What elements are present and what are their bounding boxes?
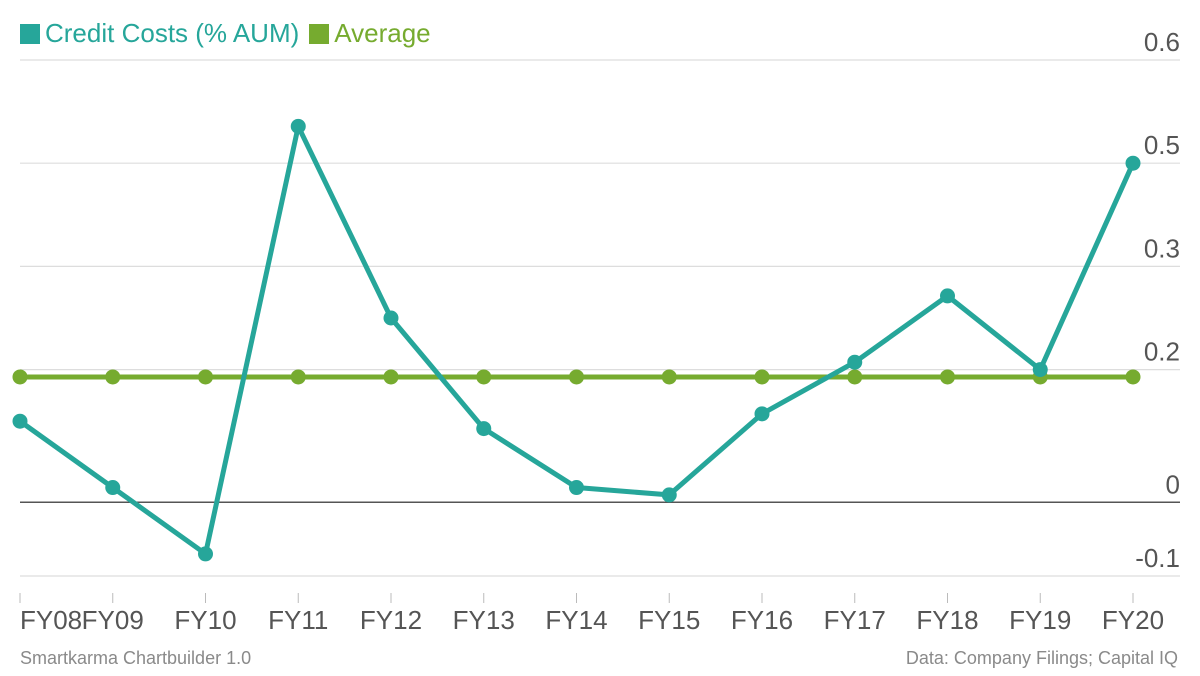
y-tick-label: 0.5: [1144, 130, 1180, 160]
data-point-credit-costs: [661, 487, 677, 503]
chart-credit: Smartkarma Chartbuilder 1.0: [20, 648, 252, 668]
data-point-credit-costs: [754, 406, 770, 422]
legend-item-credit-costs: Credit Costs (% AUM): [20, 18, 299, 49]
y-tick-label: 0.6: [1144, 27, 1180, 57]
series-average: [12, 369, 1141, 385]
data-source: Data: Company Filings; Capital IQ: [905, 648, 1178, 668]
gridlines: [20, 59, 1180, 577]
x-tick-label: FY11: [268, 605, 328, 635]
data-point-credit-costs: [198, 546, 213, 562]
data-point-average: [847, 369, 863, 385]
data-point-average: [12, 369, 28, 385]
data-point-credit-costs: [105, 480, 121, 496]
data-point-average: [754, 369, 770, 385]
data-point-average: [569, 369, 584, 385]
series-credit-costs: [12, 118, 1141, 562]
y-tick-label: 0: [1166, 469, 1180, 499]
legend: Credit Costs (% AUM) Average: [20, 18, 431, 49]
data-point-average: [290, 369, 306, 385]
x-tick-label: FY18: [916, 605, 978, 635]
x-tick-label: FY14: [545, 605, 607, 635]
x-tick-label: FY09: [82, 605, 144, 635]
x-tick-label: FY16: [731, 605, 793, 635]
data-point-credit-costs: [1125, 155, 1141, 171]
x-tick-label: FY19: [1009, 605, 1071, 635]
data-point-credit-costs: [476, 421, 492, 437]
data-point-average: [383, 369, 399, 385]
series-layer: [12, 118, 1141, 562]
legend-label-credit-costs: Credit Costs (% AUM): [45, 18, 300, 48]
legend-swatch-average: [309, 23, 330, 44]
data-point-average: [198, 369, 213, 385]
data-point-credit-costs: [569, 480, 584, 496]
y-tick-label: -0.1: [1135, 543, 1180, 573]
y-axis: 0.6 0.5 0.3 0.2 0 -0.1: [1135, 27, 1180, 573]
x-tick-label: FY12: [360, 605, 422, 635]
y-tick-label: 0.2: [1144, 337, 1180, 367]
data-point-credit-costs: [383, 310, 399, 326]
x-axis: FY08 FY09 FY10 FY11 FY12 FY13 FY14 FY15 FY16 FY17…: [19, 593, 1164, 635]
data-point-average: [1125, 369, 1141, 385]
data-point-average: [476, 369, 492, 385]
x-tick-label: FY15: [638, 605, 700, 635]
legend-label-average: Average: [334, 18, 431, 48]
data-point-credit-costs: [940, 288, 955, 304]
data-point-credit-costs: [290, 118, 306, 134]
y-tick-label: 0.3: [1144, 233, 1180, 263]
legend-item-average: Average: [309, 18, 431, 49]
data-point-average: [940, 369, 955, 385]
data-point-credit-costs: [847, 354, 863, 370]
data-point-credit-costs: [1032, 362, 1048, 378]
x-tick-label: FY17: [824, 605, 886, 635]
data-point-credit-costs: [12, 413, 28, 429]
data-point-average: [661, 369, 677, 385]
x-tick-label: FY08: [20, 605, 82, 635]
x-tick-label: FY20: [1102, 605, 1164, 635]
x-tick-label: FY10: [174, 605, 236, 635]
legend-swatch-credit-costs: [20, 23, 40, 44]
data-point-average: [105, 369, 121, 385]
x-tick-label: FY13: [453, 605, 515, 635]
